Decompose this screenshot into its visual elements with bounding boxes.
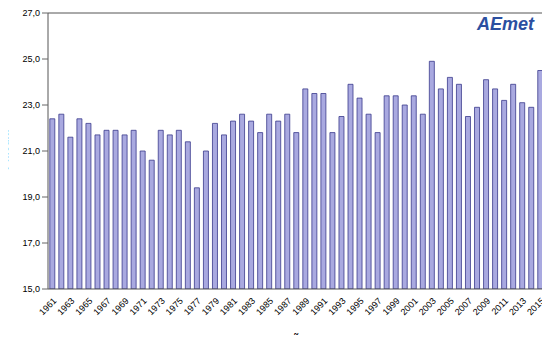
svg-text:1985: 1985 [254,296,275,317]
svg-text:2015: 2015 [525,296,542,317]
svg-text:21,0: 21,0 [22,146,40,156]
svg-text:1983: 1983 [236,296,257,317]
svg-text:2003: 2003 [417,296,438,317]
svg-text:27,0: 27,0 [22,8,40,18]
svg-text:17,0: 17,0 [22,238,40,248]
svg-text:2005: 2005 [435,296,456,317]
svg-text:1987: 1987 [272,296,293,317]
svg-text:1967: 1967 [91,296,112,317]
svg-text:1981: 1981 [218,296,239,317]
svg-text:año: año [287,331,307,335]
svg-text:1965: 1965 [73,296,94,317]
svg-text:15,0: 15,0 [22,284,40,294]
svg-text:1977: 1977 [182,296,203,317]
svg-text:1971: 1971 [128,296,149,317]
svg-text:1979: 1979 [200,296,221,317]
svg-text:2009: 2009 [471,296,492,317]
svg-text:1989: 1989 [290,296,311,317]
svg-text:1963: 1963 [55,296,76,317]
svg-text:1991: 1991 [308,296,329,317]
svg-text:1973: 1973 [146,296,167,317]
svg-text:1961: 1961 [37,296,58,317]
svg-text:23,0: 23,0 [22,100,40,110]
svg-text:2007: 2007 [453,296,474,317]
svg-text:19,0: 19,0 [22,192,40,202]
svg-text:1969: 1969 [110,296,131,317]
svg-text:2013: 2013 [507,296,528,317]
svg-text:1997: 1997 [363,296,384,317]
svg-text:T media: T media [8,129,10,171]
svg-text:1999: 1999 [381,296,402,317]
svg-text:2011: 2011 [490,296,511,317]
svg-text:25,0: 25,0 [22,54,40,64]
html-text:AEmet: AEmet [477,14,534,34]
svg-text:2001: 2001 [399,296,420,317]
svg-text:1995: 1995 [344,296,365,317]
svg-text:1975: 1975 [164,296,185,317]
svg-text:1993: 1993 [326,296,347,317]
